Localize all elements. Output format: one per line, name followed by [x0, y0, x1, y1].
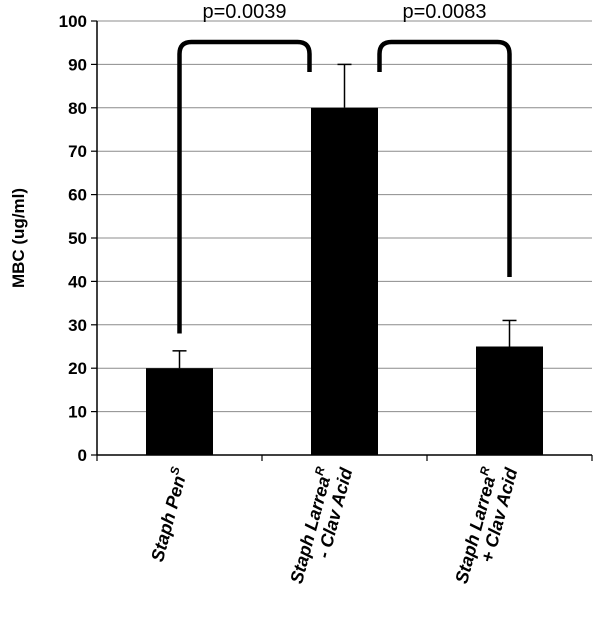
significance-brackets	[177, 39, 512, 334]
category-label-superscript: R	[312, 465, 328, 477]
category-label-superscript: S	[167, 465, 183, 476]
significance-bracket	[377, 39, 512, 278]
bar	[311, 107, 378, 456]
y-tick-label: 10	[68, 403, 87, 422]
y-axis-title: MBC (ug/ml)	[9, 188, 28, 288]
bar	[146, 368, 213, 455]
y-tick-label: 60	[68, 186, 87, 205]
y-tick-label: 40	[68, 272, 87, 291]
y-tick-label: 90	[68, 55, 87, 74]
y-tick-label: 100	[59, 12, 87, 31]
category-label-superscript: R	[477, 465, 493, 477]
bars	[146, 107, 543, 456]
y-tick-label: 80	[68, 99, 87, 118]
x-category-label: Staph PenS	[144, 465, 191, 564]
y-tick-label: 70	[68, 142, 87, 161]
category-label-text: Staph Pen	[147, 474, 189, 564]
y-tick-label: 50	[68, 229, 87, 248]
y-tick-label: 20	[68, 359, 87, 378]
labels: 0 10 20 30 40 50 60 70 80 90 100 p=0.0039 p=0.0083 St…	[59, 1, 522, 586]
bar	[476, 346, 543, 455]
p-value-label: p=0.0039	[203, 1, 287, 23]
y-tick-label: 30	[68, 316, 87, 335]
error-bars	[172, 63, 517, 369]
y-tick-label: 0	[78, 446, 87, 465]
p-value-label: p=0.0083	[403, 1, 487, 23]
significance-bracket	[177, 39, 312, 334]
